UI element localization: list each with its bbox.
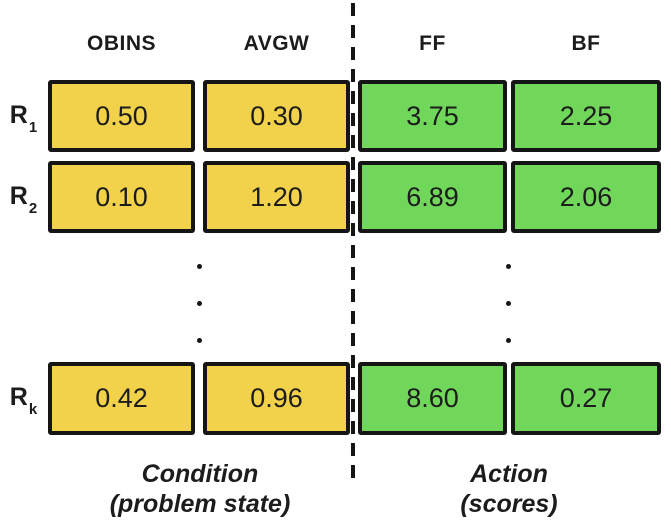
cell-r2-ff: 6.89	[358, 161, 507, 233]
condition-group-label: Condition (problem state)	[40, 459, 360, 519]
action-group-title: Action	[470, 460, 548, 488]
column-header-bf: BF	[571, 32, 601, 55]
row-label-text: R	[9, 101, 28, 129]
row-label-subscript: k	[28, 401, 38, 418]
cell-rk-bf: 0.27	[511, 362, 661, 435]
column-header-avgw: AVGW	[243, 32, 310, 55]
condition-group-subtitle: (problem state)	[109, 490, 291, 518]
cell-r1-ff: 3.75	[358, 80, 507, 152]
cell-rk-obins: 0.42	[48, 362, 195, 435]
row-label-r2: R2	[2, 182, 44, 217]
cell-r2-obins: 0.10	[48, 161, 195, 233]
cell-rk-avgw: 0.96	[203, 362, 350, 435]
action-group-subtitle: (scores)	[460, 490, 558, 518]
cell-r1-bf: 2.25	[511, 80, 661, 152]
condition-group-title: Condition	[141, 460, 259, 488]
row-label-subscript: 1	[28, 119, 38, 136]
cell-rk-ff: 8.60	[358, 362, 507, 435]
cell-r2-bf: 2.06	[511, 161, 661, 233]
column-header-obins: OBINS	[86, 32, 156, 55]
action-group-label: Action (scores)	[359, 459, 659, 519]
row-label-subscript: 2	[28, 200, 38, 217]
cell-r1-obins: 0.50	[48, 80, 195, 152]
vertical-ellipsis-action	[505, 264, 511, 343]
row-label-rk: Rk	[2, 383, 44, 418]
cell-r2-avgw: 1.20	[203, 161, 350, 233]
vertical-ellipsis-condition	[196, 264, 202, 343]
row-label-text: R	[9, 182, 28, 210]
column-header-ff: FF	[419, 32, 446, 55]
row-label-text: R	[9, 383, 28, 411]
cell-r1-avgw: 0.30	[203, 80, 350, 152]
condition-action-divider	[351, 3, 355, 481]
row-label-r1: R1	[2, 101, 44, 136]
